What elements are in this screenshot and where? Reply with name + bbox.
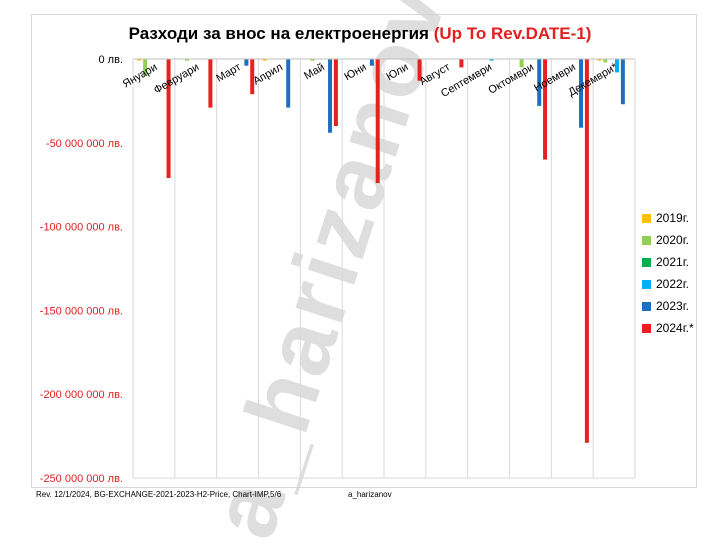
bar: [615, 59, 620, 73]
legend-label: 2019г.: [656, 211, 689, 225]
y-tick-label: -50 000 000 лв.: [46, 138, 123, 150]
legend-item: 2020г.: [642, 229, 694, 251]
legend-swatch: [642, 279, 651, 289]
bar: [537, 59, 542, 106]
chart-legend: 2019г. 2020г. 2021г. 2022г. 2023г. 2024г.*: [642, 207, 694, 339]
legend-label: 2022г.: [656, 277, 689, 291]
legend-swatch: [642, 323, 651, 333]
legend-item: 2019г.: [642, 207, 694, 229]
legend-swatch: [642, 257, 651, 267]
bar: [208, 59, 213, 108]
chart-title-highlight: (Up To Rev.DATE-1): [433, 24, 592, 43]
chart-title: Разходи за внос на електроенергия (Up To…: [0, 24, 720, 44]
bar: [417, 59, 422, 81]
bar: [262, 59, 267, 61]
bar: [603, 59, 608, 63]
bar: [597, 59, 602, 61]
legend-item: 2021г.: [642, 251, 694, 273]
x-tick-label: Май: [302, 61, 327, 82]
bar: [250, 59, 255, 95]
legend-item: 2024г.*: [642, 317, 694, 339]
bar: [286, 59, 291, 108]
x-tick-label: Февруари: [152, 61, 201, 96]
bar: [244, 59, 249, 66]
bar: [166, 59, 171, 178]
legend-item: 2023г.: [642, 295, 694, 317]
bar: [543, 59, 548, 160]
x-tick-label: Юли: [384, 61, 410, 83]
x-tick-label: Юни: [342, 61, 368, 83]
bar: [137, 59, 142, 61]
legend-label: 2023г.: [656, 299, 689, 313]
bar: [459, 59, 464, 68]
bar: [328, 59, 333, 133]
chart-plot: 0 лв. -50 000 000 лв. -100 000 000 лв. -150…: [40, 54, 636, 485]
x-tick-label: Април: [251, 61, 285, 87]
bar: [143, 59, 148, 76]
bar: [184, 59, 189, 61]
y-tick-label: -200 000 000 лв.: [40, 389, 123, 401]
bar: [584, 59, 589, 443]
x-tick-label: Октомври: [486, 61, 535, 96]
x-tick-label: Март: [214, 61, 243, 85]
legend-label: 2020г.: [656, 233, 689, 247]
bar: [579, 59, 584, 128]
footer-revision-text: Rev. 12/1/2024, BG-EXCHANGE-2021-2023-H2…: [36, 490, 282, 499]
legend-label: 2021г.: [656, 255, 689, 269]
bar: [375, 59, 380, 184]
y-tick-label: -100 000 000 лв.: [40, 222, 123, 234]
chart-title-main: Разходи за внос на електроенергия: [128, 24, 434, 43]
legend-swatch: [642, 213, 651, 223]
bar: [620, 59, 625, 105]
bar: [333, 59, 338, 127]
legend-item: 2022г.: [642, 273, 694, 295]
bar: [519, 59, 524, 68]
footer-author-text: a_harizanov: [348, 490, 392, 499]
legend-label: 2024г.*: [656, 321, 694, 335]
bar: [310, 59, 315, 61]
y-tick-label: -250 000 000 лв.: [40, 473, 123, 485]
legend-swatch: [642, 235, 651, 245]
bar: [369, 59, 374, 66]
y-tick-label: -150 000 000 лв.: [40, 305, 123, 317]
bar: [489, 59, 494, 61]
y-tick-label: 0 лв.: [99, 54, 124, 66]
legend-swatch: [642, 301, 651, 311]
